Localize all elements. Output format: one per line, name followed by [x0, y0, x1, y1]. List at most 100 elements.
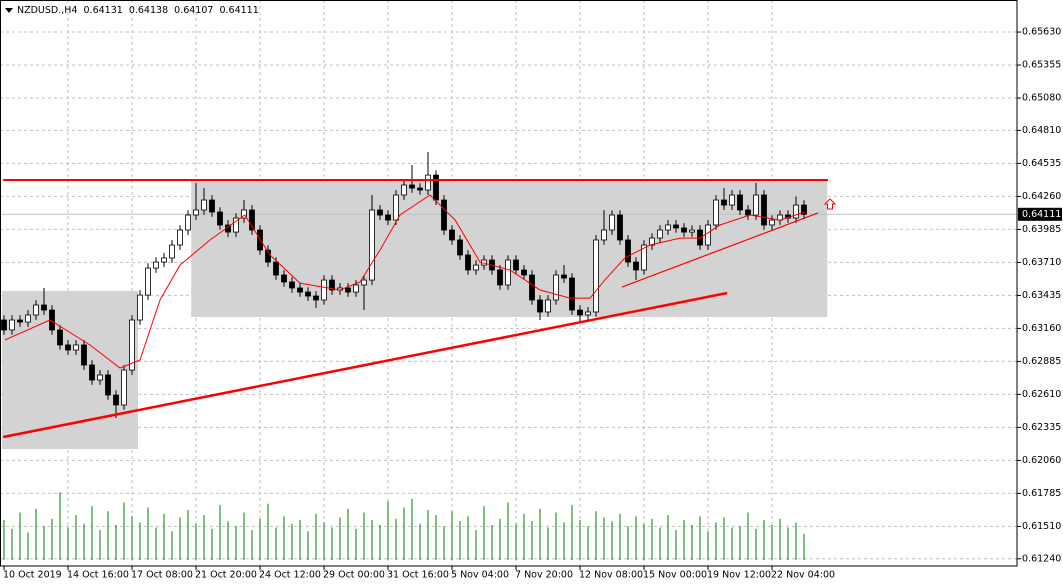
volume-bar: [395, 518, 397, 560]
candle-body: [169, 244, 175, 259]
volume-bar: [299, 520, 301, 560]
x-tick-label: 10 Oct 2019: [3, 570, 62, 581]
candle-body: [185, 214, 191, 231]
volume-bar: [571, 505, 573, 560]
volume-bar: [419, 523, 421, 560]
volume-bar: [579, 520, 581, 560]
volume-bar: [699, 516, 701, 560]
volume-bar: [43, 526, 45, 560]
volume-bar: [307, 531, 309, 560]
volume-bar: [83, 523, 85, 560]
candle-body: [145, 267, 151, 296]
chart-header: NZDUSD.,H4 0.64131 0.64138 0.64107 0.641…: [17, 5, 259, 16]
candle-body: [737, 194, 743, 211]
volume-bar: [251, 530, 253, 560]
candle-body: [353, 284, 359, 293]
volume-bar: [619, 513, 621, 560]
y-tick-label: 0.63710: [1022, 257, 1061, 268]
volume-bar: [195, 523, 197, 560]
volume-bar: [547, 527, 549, 560]
volume-bar: [363, 512, 365, 560]
volume-bar: [179, 517, 181, 560]
candle-body: [561, 274, 567, 279]
candle-body: [521, 269, 527, 276]
open-value: 0.64131: [84, 5, 123, 16]
volume-bar: [291, 523, 293, 560]
x-tick-label: 22 Nov 04:00: [771, 570, 835, 581]
volume-bar: [739, 526, 741, 560]
last-price-box: [1018, 207, 1062, 221]
candle-body: [385, 214, 391, 221]
candle-body: [81, 344, 87, 366]
candle-body: [585, 311, 591, 316]
volume-bar: [59, 492, 61, 560]
volume-bar: [475, 530, 477, 560]
candle-body: [377, 209, 383, 216]
x-tick-label: 15 Nov 00:00: [643, 570, 707, 581]
candle-body: [681, 227, 687, 233]
volume-bar: [723, 517, 725, 560]
volume-bar: [539, 508, 541, 560]
candle-body: [665, 224, 671, 231]
candle-body: [417, 187, 423, 191]
volume-bar: [531, 521, 533, 560]
candle-body: [593, 239, 599, 313]
y-tick-label: 0.64535: [1022, 158, 1061, 169]
candle-body: [761, 194, 767, 226]
volume-bar: [27, 532, 29, 560]
candle-body: [793, 204, 799, 219]
volume-bar: [675, 530, 677, 560]
volume-bar: [315, 513, 317, 560]
candle-body: [321, 279, 327, 301]
candle-body: [497, 269, 503, 286]
volume-bar: [595, 511, 597, 560]
x-tick-label: 21 Oct 20:00: [195, 570, 257, 581]
candle-body: [729, 194, 735, 206]
candle-body: [57, 329, 63, 346]
moving-average: [4, 194, 805, 369]
candle-body: [457, 239, 463, 256]
x-tick-label: 12 Nov 08:00: [579, 570, 643, 581]
candle-body: [433, 174, 439, 201]
candle-body: [249, 209, 255, 231]
y-tick-label: 0.62610: [1022, 389, 1061, 400]
volume-bar: [51, 518, 53, 560]
candle-body: [617, 214, 623, 241]
candle-body: [721, 199, 727, 206]
volume-bar: [683, 520, 685, 560]
candle-body: [297, 287, 303, 293]
volume-bar: [91, 506, 93, 560]
volume-bar: [283, 516, 285, 560]
volume-bar: [219, 505, 221, 560]
candle-body: [569, 277, 575, 311]
volume-bar: [731, 527, 733, 560]
menu-triangle[interactable]: [5, 8, 13, 13]
candle-body: [137, 294, 143, 321]
candle-body: [153, 261, 159, 269]
x-tick-label: 31 Oct 16:00: [387, 570, 449, 581]
candle-body: [425, 174, 431, 191]
candle-body: [401, 184, 407, 196]
trendline: [621, 212, 819, 288]
candle-body: [601, 229, 607, 241]
volume-bar: [803, 533, 805, 560]
candle-body: [769, 219, 775, 226]
y-tick-label: 0.64260: [1022, 191, 1061, 202]
close-value: 0.64111: [219, 5, 258, 16]
candle-body: [1, 319, 7, 331]
candle-body: [25, 314, 31, 323]
volume-bar: [107, 511, 109, 560]
candle-body: [113, 394, 119, 406]
volume-bar: [427, 510, 429, 560]
volume-bar: [611, 521, 613, 560]
volume-bar: [35, 508, 37, 560]
last-price-label: 0.64111: [1022, 209, 1061, 220]
candle-body: [233, 217, 239, 233]
candle-body: [577, 309, 583, 316]
y-tick-label: 0.61510: [1022, 521, 1061, 532]
candle-body: [281, 274, 287, 283]
volume-bar: [403, 507, 405, 560]
zone-rectangle: [2, 290, 138, 450]
candle-body: [473, 264, 479, 271]
